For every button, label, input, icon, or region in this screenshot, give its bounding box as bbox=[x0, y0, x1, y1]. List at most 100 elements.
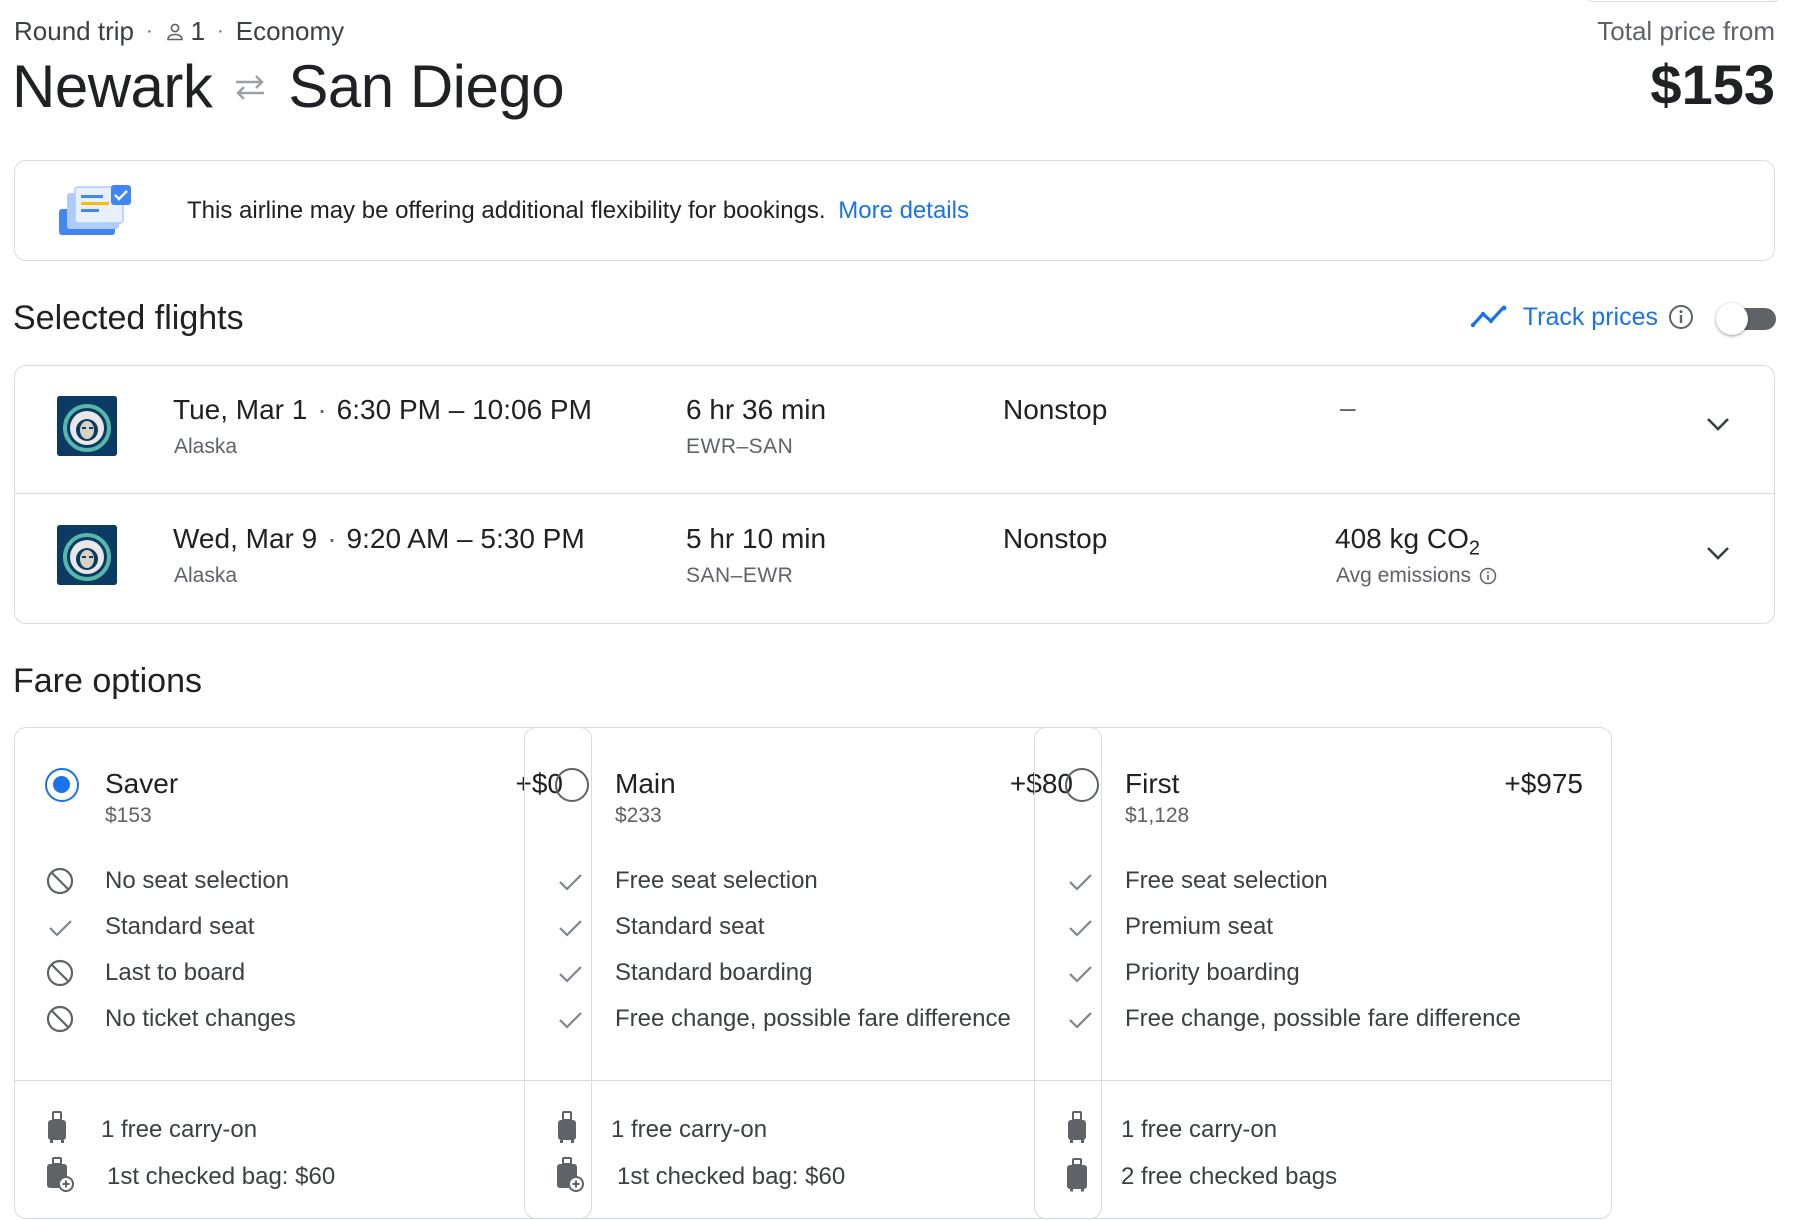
block-icon bbox=[43, 864, 77, 898]
fare-card-first[interactable]: First $1,128 +$975 Free seat selection Premi… bbox=[1034, 727, 1612, 1219]
selected-flights-list: Tue, Mar 1 · 6:30 PM – 10:06 PM Alaska 6 h… bbox=[14, 365, 1775, 624]
fare-radio-button[interactable] bbox=[555, 768, 589, 802]
fare-price: $1,128 bbox=[1125, 804, 1190, 827]
passenger-count: 1 bbox=[165, 16, 205, 47]
check-icon bbox=[553, 864, 587, 898]
fare-feature-text: Priority boarding bbox=[1125, 959, 1300, 986]
fare-feature: No seat selection bbox=[43, 861, 583, 901]
checked-bag-icon bbox=[1065, 1157, 1089, 1197]
fare-name: Saver bbox=[105, 768, 179, 799]
fare-feature-text: No seat selection bbox=[105, 867, 290, 894]
total-price-label: Total price from bbox=[1597, 16, 1775, 46]
flight-airports: EWR–SAN bbox=[686, 435, 794, 458]
fare-feature-text: Last to board bbox=[105, 959, 246, 986]
fare-price-difference: +$80 bbox=[1009, 768, 1073, 799]
track-prices-label[interactable]: Track prices bbox=[1522, 302, 1658, 331]
destination-city: San Diego bbox=[288, 53, 565, 120]
fare-feature: Last to board bbox=[43, 953, 583, 993]
fare-card-main[interactable]: Main $233 +$80 Free seat selection Standard … bbox=[524, 727, 1102, 1219]
flight-stops: Nonstop bbox=[1003, 394, 1108, 425]
flight-row-outbound[interactable]: Tue, Mar 1 · 6:30 PM – 10:06 PM Alaska 6 h… bbox=[15, 366, 1774, 494]
fare-baggage: 1st checked bag: $60 bbox=[45, 1155, 585, 1199]
fare-baggage-text: 1 free carry-on bbox=[611, 1116, 768, 1143]
trending-line-icon bbox=[1470, 305, 1507, 328]
fare-feature: Free change, possible fare difference bbox=[553, 999, 1093, 1039]
fare-radio-button[interactable] bbox=[1065, 768, 1099, 802]
fare-baggage-text: 1st checked bag: $60 bbox=[617, 1163, 846, 1190]
flight-times: 6:30 PM – 10:06 PM bbox=[336, 394, 592, 425]
fare-divider bbox=[1035, 1080, 1611, 1081]
chevron-down-icon[interactable] bbox=[1705, 544, 1731, 562]
chevron-down-icon[interactable] bbox=[1705, 415, 1731, 433]
check-icon bbox=[43, 910, 77, 944]
block-icon bbox=[43, 956, 77, 990]
flight-duration: 6 hr 36 min bbox=[686, 394, 827, 425]
route-title: Newark San Diego bbox=[12, 52, 565, 121]
fare-feature-text: Free change, possible fare difference bbox=[615, 1005, 1011, 1032]
flight-date: Tue, Mar 1 bbox=[173, 394, 308, 425]
fare-feature: Premium seat bbox=[1063, 907, 1603, 947]
flight-date: Wed, Mar 9 bbox=[173, 523, 318, 554]
flexibility-notice: This airline may be offering additional … bbox=[14, 160, 1775, 261]
fare-options-title: Fare options bbox=[13, 662, 202, 700]
airline-name: Alaska bbox=[174, 564, 238, 587]
total-price: $153 bbox=[1650, 53, 1775, 116]
fare-feature-text: No ticket changes bbox=[105, 1005, 296, 1032]
check-icon bbox=[553, 1002, 587, 1036]
more-details-link[interactable]: More details bbox=[838, 196, 969, 224]
fare-feature-text: Premium seat bbox=[1125, 913, 1274, 940]
selected-flights-title: Selected flights bbox=[13, 299, 244, 337]
check-icon bbox=[1063, 910, 1097, 944]
fare-divider bbox=[525, 1080, 1101, 1081]
alaska-logo-icon bbox=[57, 525, 117, 585]
emissions-label: Avg emissions bbox=[1336, 564, 1472, 587]
fare-feature-text: Standard seat bbox=[615, 913, 765, 940]
check-icon bbox=[553, 910, 587, 944]
check-icon bbox=[1063, 956, 1097, 990]
fare-options-list: Saver $153 +$0 No seat selection Standard se… bbox=[14, 727, 1775, 1219]
fare-baggage: 1 free carry-on bbox=[555, 1108, 1095, 1152]
checked-bag-paid-icon bbox=[45, 1156, 75, 1198]
flight-row-return[interactable]: Wed, Mar 9 · 9:20 AM – 5:30 PM Alaska 5 hr… bbox=[15, 495, 1774, 623]
fare-feature-text: Free seat selection bbox=[615, 867, 818, 894]
fare-baggage-text: 2 free checked bags bbox=[1121, 1163, 1338, 1190]
fare-feature: Free seat selection bbox=[553, 861, 1093, 901]
fare-baggage: 1 free carry-on bbox=[45, 1108, 585, 1152]
checked-bag-paid-icon bbox=[555, 1156, 585, 1198]
trip-summary: Round trip · 1 · Economy bbox=[14, 16, 345, 47]
flight-times: 9:20 AM – 5:30 PM bbox=[346, 523, 585, 554]
block-icon bbox=[43, 1002, 77, 1036]
info-icon[interactable] bbox=[1668, 304, 1694, 330]
info-icon[interactable] bbox=[1479, 567, 1497, 585]
fare-divider bbox=[15, 1080, 591, 1081]
cabin-class: Economy bbox=[235, 16, 345, 46]
carry-on-icon bbox=[555, 1110, 579, 1150]
fare-price: $233 bbox=[615, 804, 662, 827]
fare-baggage: 2 free checked bags bbox=[1065, 1155, 1605, 1199]
fare-feature: No ticket changes bbox=[43, 999, 583, 1039]
fare-feature: Priority boarding bbox=[1063, 953, 1603, 993]
flight-duration: 5 hr 10 min bbox=[686, 523, 827, 554]
fare-name: First bbox=[1125, 768, 1180, 799]
fare-feature: Standard seat bbox=[553, 907, 1093, 947]
fare-feature-text: Free change, possible fare difference bbox=[1125, 1005, 1521, 1032]
carry-on-icon bbox=[45, 1110, 69, 1150]
fare-feature-text: Standard boarding bbox=[615, 959, 813, 986]
fare-feature: Free change, possible fare difference bbox=[1063, 999, 1603, 1039]
fare-feature: Free seat selection bbox=[1063, 861, 1603, 901]
fare-feature: Standard seat bbox=[43, 907, 583, 947]
fare-baggage: 1st checked bag: $60 bbox=[555, 1155, 1095, 1199]
check-icon bbox=[1063, 864, 1097, 898]
origin-city: Newark bbox=[12, 53, 213, 120]
track-prices-toggle[interactable] bbox=[1716, 302, 1776, 335]
fare-name: Main bbox=[615, 768, 676, 799]
top-edge-button[interactable] bbox=[1585, 0, 1781, 2]
fare-card-saver[interactable]: Saver $153 +$0 No seat selection Standard se… bbox=[14, 727, 592, 1219]
fare-baggage: 1 free carry-on bbox=[1065, 1108, 1605, 1152]
fare-radio-button[interactable] bbox=[45, 768, 79, 802]
fare-feature-text: Standard seat bbox=[105, 913, 255, 940]
fare-baggage-text: 1 free carry-on bbox=[1121, 1116, 1278, 1143]
notice-text: This airline may be offering additional … bbox=[187, 196, 826, 224]
fare-price: $153 bbox=[105, 804, 152, 827]
track-prices: Track prices bbox=[1470, 302, 1776, 335]
